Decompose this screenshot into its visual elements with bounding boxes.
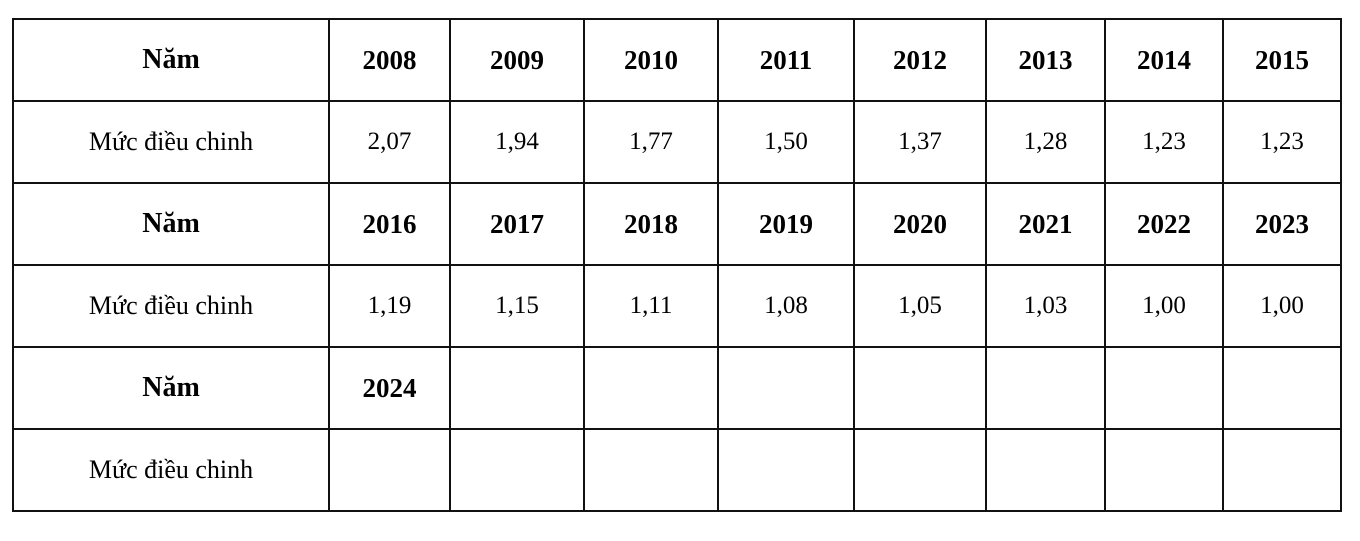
value-cell: 1,08 [717,264,855,348]
row-header: Mức điều chinh [12,428,330,512]
row-header: Năm [12,346,330,430]
year-cell: 2015 [1222,18,1342,102]
year-cell: 2016 [328,182,451,266]
value-cell: 1,23 [1104,100,1224,184]
value-cell: 1,05 [853,264,987,348]
year-cell: 2013 [985,18,1106,102]
year-cell: 2009 [449,18,585,102]
year-cell: 2022 [1104,182,1224,266]
adjustment-table: Năm 2008 2009 2010 2011 2012 2013 2014 2015 Mức đ… [12,18,1342,512]
empty-cell [583,346,719,430]
value-cell: 1,50 [717,100,855,184]
empty-cell [985,346,1106,430]
value-cell: 2,07 [328,100,451,184]
year-cell: 2021 [985,182,1106,266]
empty-cell [1104,428,1224,512]
year-cell: 2018 [583,182,719,266]
value-row: Mức điều chinh [12,428,1342,512]
empty-cell [1222,428,1342,512]
value-cell: 1,77 [583,100,719,184]
value-row: Mức điều chinh 1,19 1,15 1,11 1,08 1,05 1,03 1,… [12,264,1342,348]
value-cell: 1,19 [328,264,451,348]
year-cell: 2017 [449,182,585,266]
value-cell: 1,00 [1222,264,1342,348]
value-cell: 1,28 [985,100,1106,184]
empty-cell [1222,346,1342,430]
value-cell: 1,11 [583,264,719,348]
empty-cell [328,428,451,512]
year-row: Năm 2024 [12,346,1342,430]
empty-cell [985,428,1106,512]
empty-cell [1104,346,1224,430]
value-row: Mức điều chinh 2,07 1,94 1,77 1,50 1,37 1,28 1,… [12,100,1342,184]
year-cell: 2020 [853,182,987,266]
year-row: Năm 2016 2017 2018 2019 2020 2021 2022 2023 [12,182,1342,266]
year-cell: 2014 [1104,18,1224,102]
empty-cell [449,428,585,512]
row-header: Năm [12,182,330,266]
value-cell: 1,37 [853,100,987,184]
value-cell: 1,00 [1104,264,1224,348]
empty-cell [583,428,719,512]
year-row: Năm 2008 2009 2010 2011 2012 2013 2014 2015 [12,18,1342,102]
value-cell: 1,94 [449,100,585,184]
year-cell: 2023 [1222,182,1342,266]
row-header: Mức điều chinh [12,264,330,348]
empty-cell [449,346,585,430]
table-body: Năm 2008 2009 2010 2011 2012 2013 2014 2015 Mức đ… [12,18,1342,512]
empty-cell [853,428,987,512]
empty-cell [853,346,987,430]
empty-cell [717,428,855,512]
year-cell: 2010 [583,18,719,102]
value-cell: 1,23 [1222,100,1342,184]
year-cell: 2011 [717,18,855,102]
year-cell: 2019 [717,182,855,266]
year-cell: 2008 [328,18,451,102]
year-cell: 2012 [853,18,987,102]
row-header: Mức điều chinh [12,100,330,184]
empty-cell [717,346,855,430]
value-cell: 1,15 [449,264,585,348]
value-cell: 1,03 [985,264,1106,348]
row-header: Năm [12,18,330,102]
year-cell: 2024 [328,346,451,430]
